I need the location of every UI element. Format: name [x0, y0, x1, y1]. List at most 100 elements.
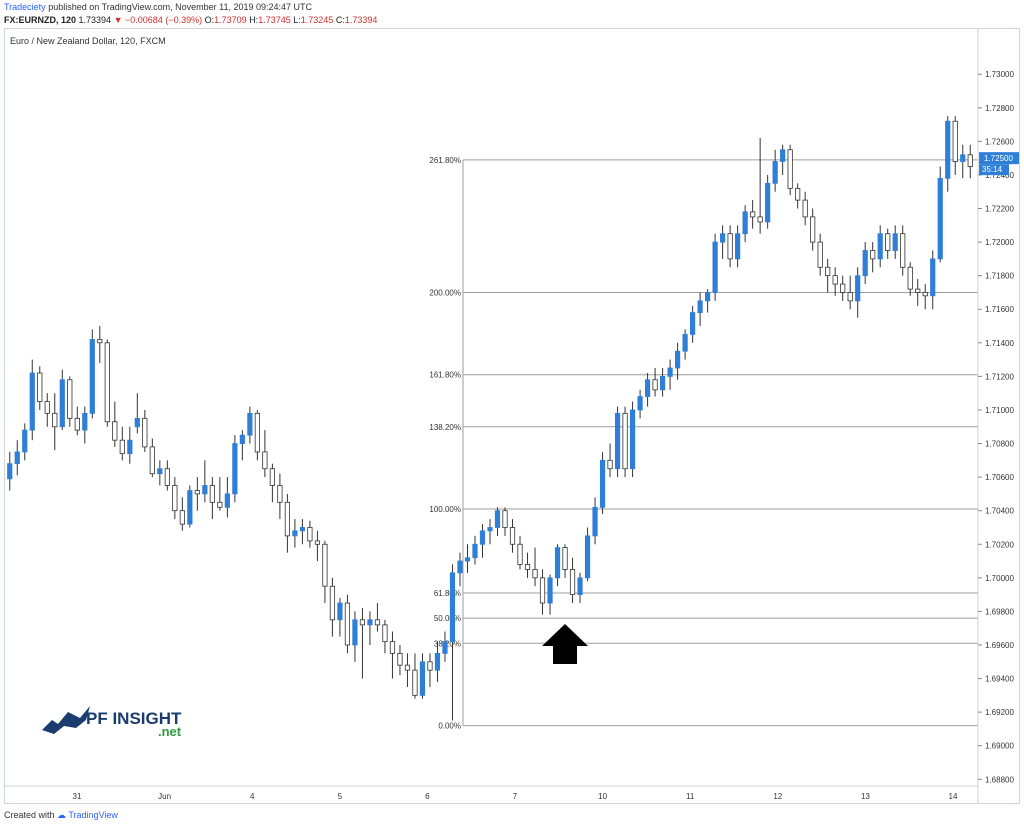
logo-subtext: .net [158, 724, 182, 739]
fib-label-2: 50.00% [434, 614, 461, 623]
price-tag-value: 1.72500 [984, 154, 1013, 163]
candle-84 [637, 389, 643, 419]
candle-94 [712, 233, 718, 301]
candle-9 [74, 406, 80, 436]
candle-83 [629, 401, 636, 478]
high-label: H: [249, 15, 259, 25]
low-label: L: [293, 15, 301, 25]
candle-125 [945, 116, 951, 192]
candle-11 [89, 329, 95, 419]
created-with-text: Created with [4, 810, 55, 820]
candle-43 [329, 577, 336, 637]
candle-16 [127, 426, 133, 464]
x-tick-label-0: 31 [73, 792, 82, 801]
low-value: 1.73245 [300, 15, 334, 25]
candle-45 [344, 594, 351, 654]
chart-frame[interactable] [4, 28, 1020, 804]
candle-14 [112, 401, 118, 447]
candle-21 [164, 460, 170, 491]
fib-label-0: 0.00% [438, 722, 461, 731]
y-tick-label-3: 1.72400 [985, 171, 1014, 180]
candle-98 [742, 205, 748, 243]
candle-37 [284, 493, 290, 553]
publisher-link[interactable]: Tradeciety [4, 2, 46, 12]
x-tick-label-6: 10 [598, 792, 607, 801]
x-tick-label-8: 12 [773, 792, 782, 801]
candle-55 [419, 653, 426, 699]
candle-127 [960, 144, 966, 179]
published-text: published on TradingView.com, November 1… [48, 2, 313, 12]
candle-79 [599, 451, 606, 515]
candle-60 [457, 552, 463, 587]
candle-123 [930, 250, 936, 310]
fib-label-4: 100.00% [429, 505, 461, 514]
y-tick-label-8: 1.71400 [985, 339, 1014, 348]
candle-86 [652, 367, 658, 397]
candle-13 [104, 339, 110, 427]
candle-128 [967, 144, 973, 179]
candle-5 [44, 393, 50, 427]
price-tag-box [979, 152, 1019, 165]
candle-50 [382, 619, 388, 654]
candle-57 [434, 641, 441, 682]
candle-77 [584, 527, 591, 582]
candle-115 [870, 242, 876, 273]
y-tick-label-5: 1.72000 [985, 238, 1014, 247]
candle-124 [937, 166, 943, 263]
candle-106 [802, 191, 808, 226]
candle-31 [239, 430, 245, 461]
candle-93 [705, 289, 711, 313]
y-tick-label-14: 1.70200 [985, 540, 1014, 549]
candle-58 [442, 631, 448, 662]
candle-90 [682, 329, 688, 360]
candle-44 [337, 597, 343, 637]
candle-122 [922, 284, 928, 310]
candle-72 [547, 574, 553, 615]
candle-95 [720, 225, 726, 259]
candle-3 [29, 359, 35, 441]
candle-111 [840, 275, 846, 301]
candle-61 [464, 544, 471, 573]
candle-54 [412, 653, 418, 699]
candle-109 [825, 258, 831, 293]
candle-114 [862, 242, 868, 285]
candle-28 [217, 477, 223, 511]
candle-30 [232, 435, 238, 503]
candle-10 [82, 406, 88, 444]
candle-52 [397, 644, 403, 676]
candle-105 [795, 183, 801, 209]
candle-17 [134, 393, 140, 434]
fibonacci-levels: 0.00%38.20%50.00%61.80%100.00%138.20%161… [429, 156, 978, 731]
candle-26 [202, 460, 208, 503]
candle-66 [502, 507, 508, 536]
last-price: 1.73394 [78, 15, 112, 25]
candle-22 [172, 477, 178, 520]
candle-63 [479, 524, 486, 558]
candle-110 [832, 267, 838, 296]
y-tick-label-20: 1.69000 [985, 742, 1014, 751]
candle-33 [254, 409, 260, 461]
candle-34 [262, 430, 268, 478]
y-tick-label-1: 1.72800 [985, 104, 1014, 113]
candle-70 [532, 547, 538, 587]
candle-1 [14, 440, 20, 476]
close-label: C: [335, 15, 345, 25]
candle-99 [750, 200, 756, 229]
candle-39 [299, 519, 306, 545]
candle-102 [772, 149, 778, 192]
candle-100 [757, 138, 763, 234]
symbol-label: FX:EURNZD, 120 [4, 15, 77, 25]
tradingview-link[interactable]: TradingView [68, 810, 118, 820]
candle-23 [179, 497, 185, 531]
candle-88 [667, 359, 673, 390]
candle-15 [119, 426, 125, 461]
candle-62 [472, 535, 478, 565]
candle-74 [562, 544, 568, 578]
candle-56 [427, 653, 433, 687]
candle-92 [697, 292, 703, 327]
candle-25 [194, 477, 200, 511]
candle-96 [727, 225, 733, 268]
x-tick-label-5: 7 [513, 792, 518, 801]
up-arrow-icon [542, 624, 588, 664]
